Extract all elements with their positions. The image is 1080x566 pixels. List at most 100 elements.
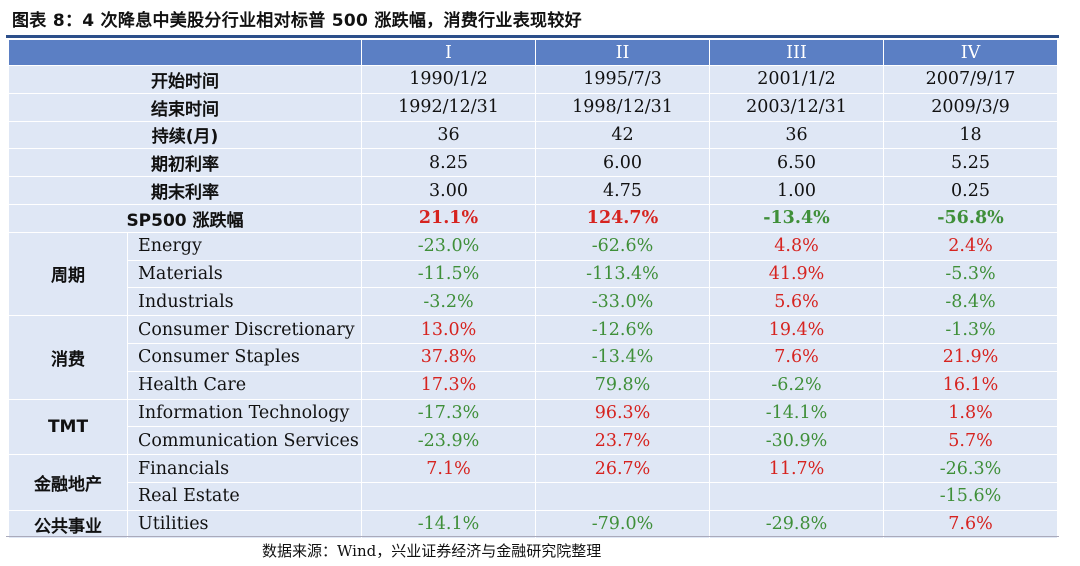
data-cell: 8.25 — [361, 148, 536, 178]
row-label: 结束时间 — [8, 92, 362, 122]
sector-name: Consumer Staples — [127, 342, 362, 372]
sector-name: Financials — [127, 454, 362, 483]
data-cell: 21.1% — [361, 203, 536, 233]
data-cell: 42 — [535, 120, 710, 150]
data-cell — [535, 481, 710, 511]
data-cell: -13.4% — [709, 203, 884, 233]
data-cell: 2009/3/9 — [883, 92, 1058, 122]
data-cell: 36 — [709, 120, 884, 150]
data-cell: 41.9% — [709, 259, 884, 289]
sector-performance-table: I II III IV 开始时间 1990/1/2 1995/7/3 2001/… — [8, 39, 1058, 539]
data-cell: 2007/9/17 — [883, 65, 1058, 94]
title-rule — [6, 35, 1059, 38]
column-header: II — [535, 39, 710, 66]
column-header: I — [361, 39, 536, 66]
data-cell: -15.6% — [883, 481, 1058, 511]
data-cell: -11.5% — [361, 259, 536, 289]
data-cell: -17.3% — [361, 398, 536, 428]
sector-row: 金融地产 Financials 7.1% 26.7% 11.7% -26.3% — [8, 454, 1058, 511]
header-row: I II III IV — [8, 39, 1058, 66]
row-label: 持续(月) — [8, 120, 362, 150]
summary-row: 持续(月) 36 42 36 18 — [8, 120, 1058, 150]
data-cell — [709, 481, 884, 511]
data-cell: -3.2% — [361, 287, 536, 317]
data-cell: 7.6% — [709, 342, 884, 372]
data-cell: 5.25 — [883, 148, 1058, 178]
data-cell: -62.6% — [535, 231, 710, 261]
sector-name: Communication Services — [127, 426, 362, 456]
data-cell: 19.4% — [709, 315, 884, 344]
data-cell: 124.7% — [535, 203, 710, 233]
data-cell: -14.1% — [361, 509, 536, 539]
data-cell: 7.6% — [883, 509, 1058, 539]
sector-row: Real Estate -15.6% — [9, 481, 1058, 511]
data-cell: 13.0% — [361, 315, 536, 344]
data-cell: 1.8% — [883, 398, 1058, 428]
data-cell: 79.8% — [535, 370, 710, 400]
group-label: 金融地产 — [8, 454, 128, 511]
data-cell: 1992/12/31 — [361, 92, 536, 122]
data-cell: 96.3% — [535, 398, 710, 428]
data-cell: -23.0% — [361, 231, 536, 261]
data-cell: 1995/7/3 — [535, 65, 710, 94]
data-cell: 16.1% — [883, 370, 1058, 400]
sector-row: Health Care 17.3% 79.8% -6.2% 16.1% — [9, 370, 1058, 400]
data-cell: 5.7% — [883, 426, 1058, 456]
sector-row: Consumer Staples 37.8% -13.4% 7.6% 21.9% — [9, 342, 1058, 372]
sector-name: Materials — [127, 259, 362, 289]
sector-row: 消费 Consumer Discretionary 13.0% -12.6% 1… — [8, 315, 1058, 400]
sector-name: Real Estate — [127, 481, 362, 511]
data-cell: 11.7% — [709, 454, 884, 483]
data-cell: 17.3% — [361, 370, 536, 400]
data-cell: 3.00 — [361, 176, 536, 205]
source-note: 数据来源：Wind，兴业证券经济与金融研究院整理 — [262, 542, 602, 560]
summary-row: 开始时间 1990/1/2 1995/7/3 2001/1/2 2007/9/1… — [8, 65, 1058, 94]
data-cell: 36 — [361, 120, 536, 150]
data-cell: 4.75 — [535, 176, 710, 205]
sector-name: Energy — [127, 231, 362, 261]
column-header: III — [709, 39, 884, 66]
data-cell: 6.50 — [709, 148, 884, 178]
summary-row: 期末利率 3.00 4.75 1.00 0.25 — [8, 176, 1058, 205]
column-header: IV — [883, 39, 1058, 66]
data-cell: 2001/1/2 — [709, 65, 884, 94]
sector-name: Utilities — [127, 509, 362, 539]
data-cell: -26.3% — [883, 454, 1058, 483]
data-cell: 1990/1/2 — [361, 65, 536, 94]
row-label: SP500 涨跌幅 — [8, 203, 362, 233]
data-cell — [361, 481, 536, 511]
table-bottom-rule — [6, 536, 1059, 537]
data-cell: -79.0% — [535, 509, 710, 539]
data-cell: 4.8% — [709, 231, 884, 261]
data-cell: 26.7% — [535, 454, 710, 483]
data-cell: 1.00 — [709, 176, 884, 205]
data-cell: 1998/12/31 — [535, 92, 710, 122]
data-cell: -8.4% — [883, 287, 1058, 317]
data-cell: 21.9% — [883, 342, 1058, 372]
summary-row: 期初利率 8.25 6.00 6.50 5.25 — [8, 148, 1058, 178]
sector-row: 公共事业 Utilities -14.1% -79.0% -29.8% 7.6% — [8, 509, 1058, 539]
row-label: 期末利率 — [8, 176, 362, 205]
sector-row: Communication Services -23.9% 23.7% -30.… — [9, 426, 1058, 456]
group-label: 公共事业 — [8, 509, 128, 539]
summary-row: 结束时间 1992/12/31 1998/12/31 2003/12/31 20… — [8, 92, 1058, 122]
page-title: 图表 8：4 次降息中美股分行业相对标普 500 涨跌幅，消费行业表现较好 — [12, 11, 582, 31]
data-cell: 37.8% — [361, 342, 536, 372]
data-cell: -113.4% — [535, 259, 710, 289]
data-cell: 7.1% — [361, 454, 536, 483]
data-cell: 0.25 — [883, 176, 1058, 205]
data-cell: -56.8% — [883, 203, 1058, 233]
sp500-row: SP500 涨跌幅 21.1% 124.7% -13.4% -56.8% — [8, 203, 1058, 233]
data-cell: 18 — [883, 120, 1058, 150]
data-cell: -6.2% — [709, 370, 884, 400]
group-label: TMT — [8, 398, 128, 456]
data-cell: 5.6% — [709, 287, 884, 317]
row-label: 开始时间 — [8, 65, 362, 94]
row-label: 期初利率 — [8, 148, 362, 178]
data-cell: -5.3% — [883, 259, 1058, 289]
sector-row: 周期 Energy -23.0% -62.6% 4.8% 2.4% — [8, 231, 1058, 317]
data-cell: -30.9% — [709, 426, 884, 456]
data-cell: 23.7% — [535, 426, 710, 456]
header-corner-cell — [8, 39, 362, 66]
group-label: 周期 — [8, 231, 128, 317]
